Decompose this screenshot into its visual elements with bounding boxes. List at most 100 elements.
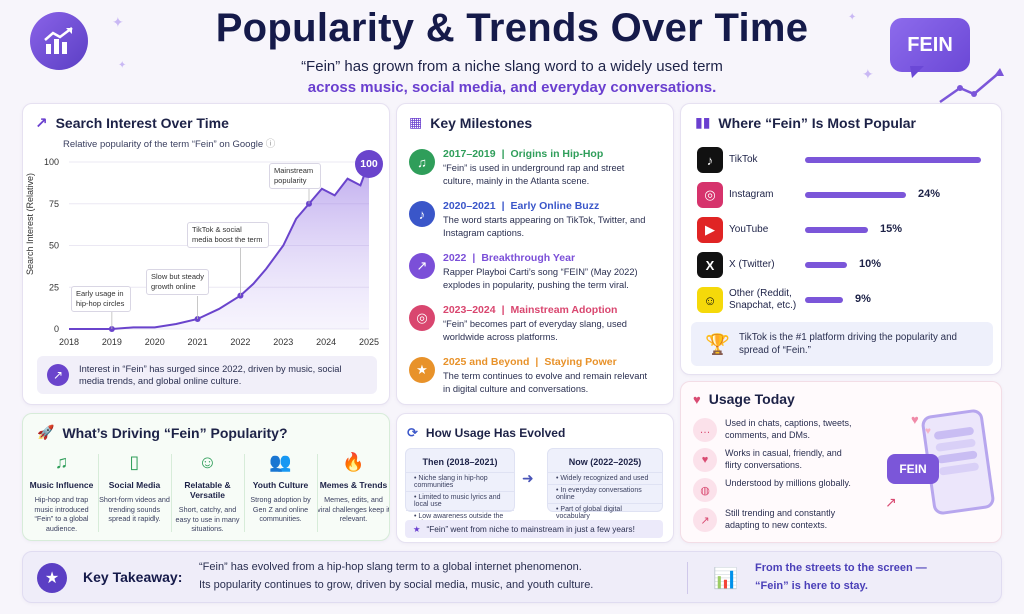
x-tick-label: 2018 — [59, 337, 79, 347]
drivers-card: 🚀 What’s Driving “Fein” Popularity? ♫ Mus… — [22, 413, 390, 541]
growth-chart-icon: 📊 — [713, 568, 738, 590]
evolution-footer: ★ “Fein” went from niche to mainstream i… — [405, 520, 663, 538]
milestone-heading: 2020–2021 | Early Online Buzz — [443, 200, 599, 212]
note-tiktok-boost: TikTok & social media boost the term — [187, 222, 269, 248]
y-tick-label: 25 — [49, 282, 59, 292]
milestone-years: 2023–2024 — [443, 304, 496, 316]
trophy-icon: 🏆 — [705, 334, 730, 356]
milestone-text: The word starts appearing on TikTok, Twi… — [443, 215, 646, 238]
usage-today-text: Understood by millions globally. — [725, 478, 851, 488]
milestone-heading: 2017–2019 | Origins in Hip-Hop — [443, 148, 603, 160]
trend-up-icon: ↗ — [47, 364, 69, 386]
driver-text: Memes, edits, and viral challenges keep … — [317, 495, 390, 523]
platform-name: TikTok — [729, 154, 758, 166]
platform-icon: ☺ — [697, 287, 723, 313]
milestone-separator: | — [501, 148, 505, 160]
driver-icon: ♫ — [54, 452, 69, 472]
star-icon: ★ — [37, 563, 67, 593]
platform-icon: ♪ — [697, 147, 723, 173]
platform-name: Other (Reddit, Snapchat, etc.) — [729, 288, 796, 312]
sparkle-icon: ✦ — [848, 12, 857, 23]
then-title: Then (2018–2021) — [422, 457, 498, 467]
x-tick-label: 2019 — [102, 337, 122, 347]
x-tick-label: 2020 — [145, 337, 165, 347]
platform-icon: ◎ — [697, 182, 723, 208]
platform-name-line: TikTok — [729, 154, 758, 165]
chart-area — [69, 162, 369, 329]
usage-today-text: Used in chats, captions, tweets, comment… — [725, 418, 852, 440]
fein-badge-text: FEIN — [907, 33, 953, 56]
milestone-separator: | — [472, 252, 476, 264]
usage-today-icon: ↗ — [693, 508, 717, 532]
usage-today-icon: … — [693, 418, 717, 442]
milestone-label: Mainstream Adoption — [510, 304, 618, 316]
platform-bar — [805, 192, 906, 198]
driver-divider — [98, 454, 99, 532]
calendar-icon: ▦ — [409, 114, 423, 130]
driver-divider — [244, 454, 245, 532]
platform-icon: ▶ — [697, 217, 723, 243]
key-milestones-title: Key Milestones — [430, 114, 533, 131]
header-logo-chart-icon — [30, 12, 88, 70]
bar-chart-icon: ▮▮ — [695, 114, 711, 130]
evolution-item: • Part of global digital vocabulary — [548, 503, 662, 522]
milestone-heading: 2025 and Beyond | Staying Power — [443, 356, 617, 368]
search-interest-chart: 0 25 50 75 100 2018 2019 2020 2021 2022 2023 2024 20… — [44, 157, 379, 347]
evolution-item: • Limited to music lyrics and local use — [406, 491, 514, 510]
note-mainstream: Mainstream popularity — [269, 163, 321, 189]
usage-today-text: Still trending and constantly adapting t… — [725, 508, 836, 530]
refresh-icon: ⟳ — [407, 425, 418, 440]
milestone-text: “Fein” is used in underground rap and st… — [443, 163, 625, 186]
takeaway-line2: Its popularity continues to grow, driven… — [199, 579, 594, 591]
peak-value-badge: 100 — [355, 150, 383, 178]
divider — [687, 562, 688, 594]
then-box: Then (2018–2021) • Niche slang in hip-ho… — [405, 448, 515, 527]
page-title: Popularity & Trends Over Time — [215, 6, 809, 50]
info-icon[interactable]: ⓘ — [265, 139, 276, 150]
heart-icon: ♥ — [693, 391, 701, 407]
milestone-heading: 2022 | Breakthrough Year — [443, 252, 575, 264]
milestone-text: “Fein” becomes part of everyday slang, u… — [443, 319, 627, 342]
y-tick-label: 0 — [54, 324, 59, 334]
milestone-separator: | — [501, 304, 505, 316]
page-subtitle-highlight: across music, social media, and everyday… — [307, 79, 717, 96]
driver-item: ▯ Social Media Short-form videos and trend… — [98, 452, 171, 524]
driver-text: Hip-hop and trap music introduced “Fein”… — [34, 495, 89, 533]
y-tick-label: 75 — [49, 199, 59, 209]
driver-item: 👥 Youth Culture Strong adoption by Gen Z a… — [244, 452, 317, 524]
x-tick-label: 2022 — [230, 337, 250, 347]
platform-percent: 9% — [855, 293, 871, 305]
rocket-icon: 🚀 — [37, 424, 55, 440]
note-early-usage: Early usage in hip-hop circles — [71, 286, 131, 312]
takeaway-line1: “Fein” has evolved from a hip-hop slang … — [199, 561, 582, 573]
driver-item: 🔥 Memes & Trends Memes, edits, and viral c… — [317, 452, 390, 524]
drivers-title: What’s Driving “Fein” Popularity? — [62, 424, 288, 441]
platform-percent: 24% — [918, 188, 941, 200]
sparkle-icon: ✦ — [118, 60, 127, 71]
platform-bar — [805, 297, 843, 303]
arrow-right-icon: ➜ — [522, 470, 534, 486]
trend-line-icon: ↗ — [35, 115, 48, 132]
evolution-item: • Niche slang in hip-hop communities — [406, 472, 514, 491]
milestone-label: Origins in Hip-Hop — [510, 148, 604, 160]
usage-today-title: Usage Today — [708, 391, 795, 407]
phone-fein-badge: FEIN — [887, 454, 939, 484]
driver-text: Short-form videos and trending sounds sp… — [99, 495, 170, 523]
platforms-card: ▮▮ Where “Fein” Is Most Popular ♪TikTok4… — [680, 103, 1002, 375]
search-interest-card: ↗ Search Interest Over Time Relative pop… — [22, 103, 390, 405]
milestone-text: The term continues to evolve and remain … — [443, 371, 648, 394]
driver-divider — [317, 454, 318, 532]
milestone-separator: | — [535, 356, 539, 368]
platform-name-line: X (Twitter) — [729, 259, 775, 270]
key-milestones-card: ▦ Key Milestones ♫ 2017–2019 | Origins in H… — [396, 103, 674, 405]
milestone-icon: ♪ — [409, 201, 435, 227]
page-subtitle: “Fein” has grown from a niche slang word… — [301, 58, 723, 75]
star-icon: ★ — [413, 524, 421, 534]
usage-today-card: ♥ Usage Today … Used in chats, captions, … — [680, 381, 1002, 543]
driver-title: Social Media — [108, 480, 161, 490]
note-slow-growth: Slow but steady growth online — [146, 269, 209, 295]
milestone-icon: ★ — [409, 357, 435, 383]
driver-item: ☺ Relatable & Versatile Short, catchy, and… — [171, 452, 244, 534]
milestone-separator: | — [501, 200, 505, 212]
search-interest-footer-text: Interest in “Fein” has surged since 2022… — [79, 364, 342, 386]
